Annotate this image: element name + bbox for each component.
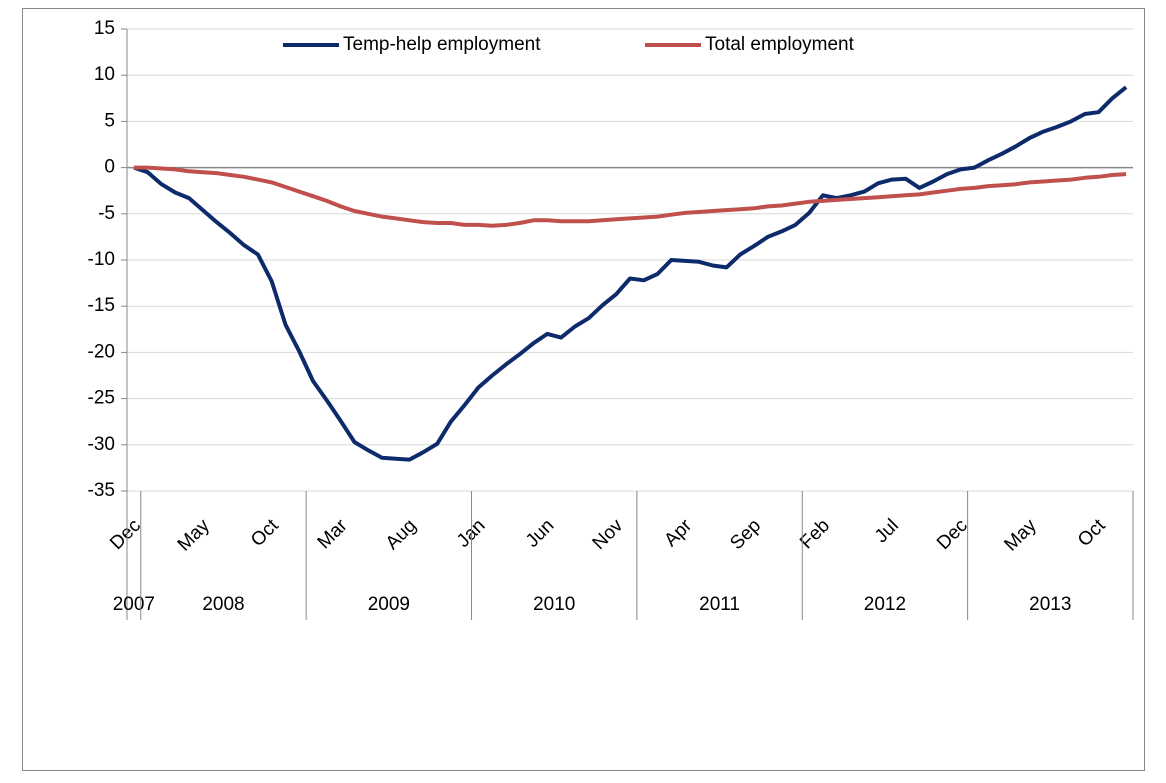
y-tick-label: 0 bbox=[104, 157, 115, 178]
series-line bbox=[133, 165, 1127, 228]
series-line bbox=[133, 85, 1128, 462]
x-group-label: 2012 bbox=[864, 594, 906, 615]
legend-label: Total employment bbox=[705, 34, 855, 55]
y-tick-label: 5 bbox=[104, 110, 115, 131]
y-tick-label: -35 bbox=[88, 480, 115, 501]
chart-border bbox=[22, 8, 1145, 771]
y-tick-label: -25 bbox=[88, 388, 115, 409]
y-tick-label: -15 bbox=[88, 295, 115, 316]
x-group-label: 2011 bbox=[699, 594, 740, 615]
x-group-label: 2009 bbox=[368, 594, 410, 615]
y-tick-label: -10 bbox=[88, 249, 115, 270]
y-tick-label: -20 bbox=[88, 341, 115, 362]
legend-label: Temp-help employment bbox=[343, 34, 541, 55]
y-tick-label: -5 bbox=[98, 203, 115, 224]
y-tick-label: -30 bbox=[88, 434, 115, 455]
x-group-label: 2008 bbox=[202, 594, 244, 615]
x-group-label: 2010 bbox=[533, 594, 575, 615]
y-tick-label: 10 bbox=[94, 64, 115, 85]
x-group-label: 2013 bbox=[1029, 594, 1071, 615]
y-tick-label: 15 bbox=[94, 18, 115, 39]
x-group-label: 2007 bbox=[113, 594, 155, 615]
